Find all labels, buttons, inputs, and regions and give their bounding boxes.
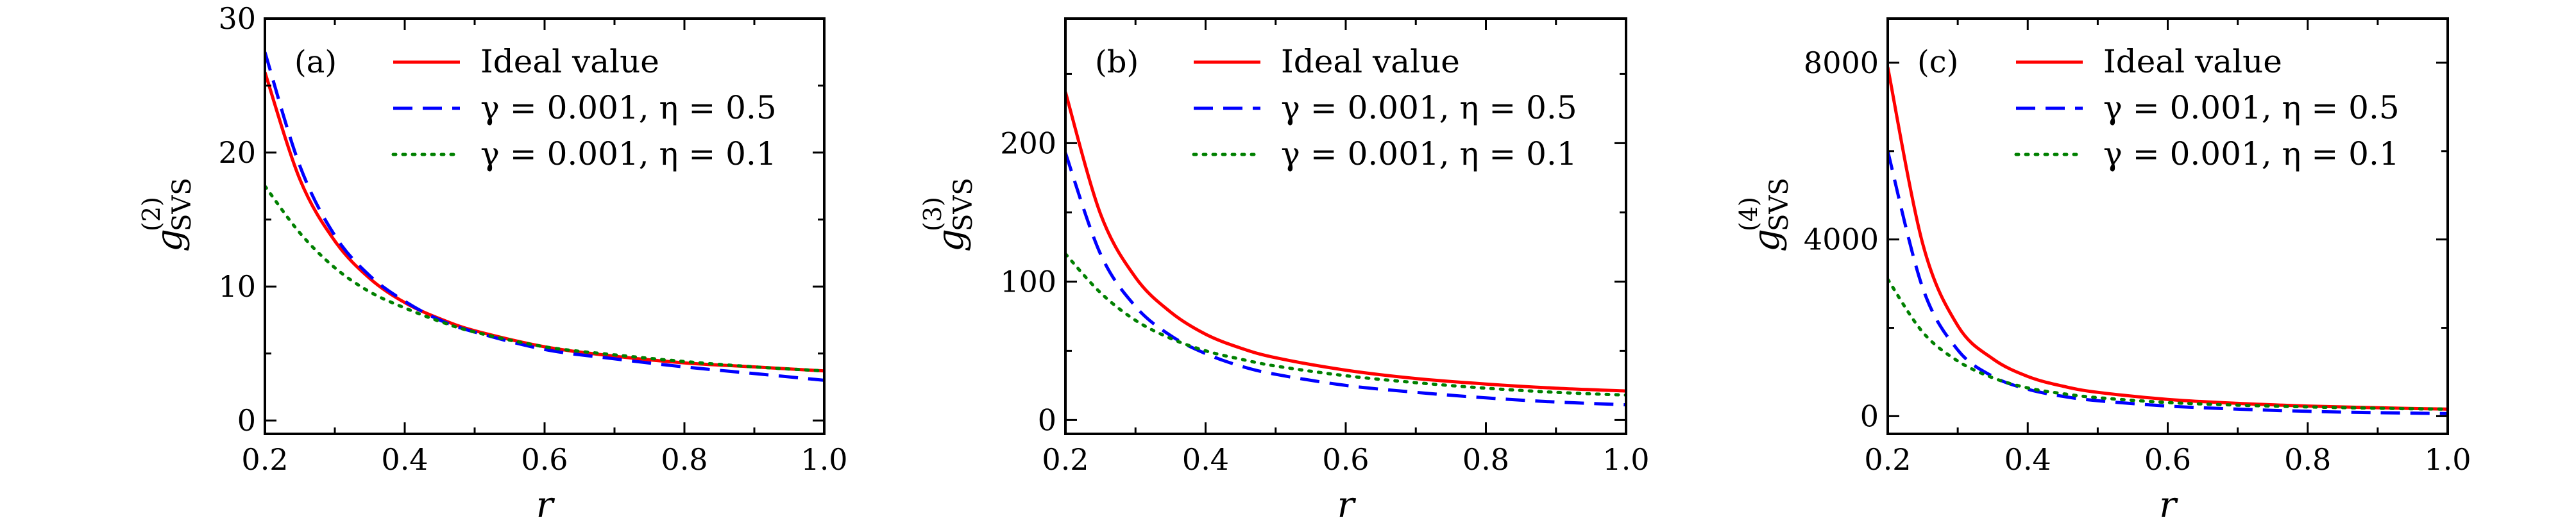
axes-frame — [1886, 17, 2449, 435]
legend-label: γ = 0.001, η = 0.5 — [1281, 89, 1577, 126]
series-line-dotted — [1888, 277, 2448, 411]
y-tick-label: 30 — [218, 1, 256, 36]
y-axis-title-sub: SVS — [167, 178, 197, 231]
x-tick-label: 0.4 — [1182, 442, 1229, 477]
y-axis-title-sub: SVS — [949, 178, 978, 231]
legend-label: Ideal value — [1281, 43, 1460, 80]
series-group — [1888, 67, 2448, 415]
series-line-dashed — [1065, 152, 1626, 407]
x-axis-title: r — [1337, 484, 1357, 526]
y-tick-label: 4000 — [1804, 222, 1879, 257]
series-line-dashed — [265, 51, 824, 382]
y-tick-label: 10 — [218, 269, 256, 304]
legend-label: γ = 0.001, η = 0.1 — [1281, 135, 1577, 172]
y-axis-title-sup: (3) — [919, 197, 947, 231]
legend-label: γ = 0.001, η = 0.5 — [480, 89, 777, 126]
x-tick-label: 0.6 — [521, 442, 568, 477]
series-line-solid — [1888, 67, 2448, 411]
y-tick-label: 0 — [1038, 402, 1056, 437]
series-group — [1065, 91, 1626, 407]
y-axis-title-main: g — [149, 229, 191, 252]
y-axis-title-main: g — [930, 229, 972, 252]
x-tick-label: 0.8 — [2284, 442, 2331, 477]
x-axis-title: r — [536, 484, 555, 526]
x-tick-label: 0.2 — [241, 442, 288, 477]
series-line-dashed — [1888, 151, 2448, 415]
x-tick-label: 0.4 — [381, 442, 428, 477]
legend-label: γ = 0.001, η = 0.1 — [480, 135, 777, 172]
panel-label: (b) — [1095, 44, 1139, 80]
y-axis-title-sup: (4) — [1734, 197, 1763, 231]
panel-label: (c) — [1917, 44, 1958, 80]
y-axis-title-sub: SVS — [1765, 178, 1794, 231]
series-line-solid — [1065, 91, 1626, 393]
chart-panel-c: 0.2 0.4 0.6 0.8 1.0 0 4000 8000 r g(4) SVS (c) Ideal… — [1734, 17, 2471, 526]
y-tick-label: 100 — [1000, 264, 1056, 299]
y-tick-label: 0 — [1860, 399, 1879, 433]
series-line-dotted — [1065, 252, 1626, 397]
legend: Ideal value γ = 0.001, η = 0.5 γ = 0.001, … — [1192, 43, 1577, 172]
legend-label: Ideal value — [480, 43, 659, 80]
y-tick-label: 20 — [218, 135, 256, 170]
y-tick-label: 0 — [237, 403, 256, 438]
series-line-dotted — [265, 184, 824, 373]
x-axis-title: r — [2159, 484, 2178, 526]
x-tick-label: 1.0 — [2424, 442, 2471, 477]
x-tick-label: 0.2 — [1042, 442, 1089, 477]
x-tick-label: 0.4 — [2004, 442, 2051, 477]
x-tick-label: 0.6 — [2144, 442, 2191, 477]
y-axis-title: g(2) SVS — [137, 178, 197, 252]
x-tick-label: 0.8 — [661, 442, 708, 477]
x-tick-label: 1.0 — [1602, 442, 1649, 477]
panel-label: (a) — [294, 44, 337, 80]
chart-panel-a: 0.2 0.4 0.6 0.8 1.0 0 10 20 30 r g(2) SVS (a) Ideal v… — [137, 1, 848, 526]
axes-frame — [264, 17, 826, 435]
series-group — [265, 51, 824, 382]
legend: Ideal value γ = 0.001, η = 0.5 γ = 0.001, … — [2014, 43, 2400, 172]
legend-label: Ideal value — [2103, 43, 2282, 80]
chart-panel-b: 0.2 0.4 0.6 0.8 1.0 0 100 200 r g(3) SVS (b) Ideal v… — [919, 17, 1650, 526]
legend-label: γ = 0.001, η = 0.5 — [2103, 89, 2400, 126]
y-tick-label: 200 — [1000, 126, 1056, 160]
x-tick-label: 0.2 — [1864, 442, 1911, 477]
legend-label: γ = 0.001, η = 0.1 — [2103, 135, 2400, 172]
x-tick-label: 0.8 — [1462, 442, 1509, 477]
y-axis-title-sup: (2) — [137, 197, 165, 231]
y-axis-title: g(3) SVS — [919, 178, 978, 252]
x-tick-label: 1.0 — [801, 442, 847, 477]
x-tick-label: 0.6 — [1322, 442, 1369, 477]
y-axis-title: g(4) SVS — [1734, 178, 1794, 252]
y-tick-label: 8000 — [1804, 46, 1879, 80]
legend: Ideal value γ = 0.001, η = 0.5 γ = 0.001, … — [391, 43, 777, 172]
y-axis-title-main: g — [1746, 229, 1788, 252]
